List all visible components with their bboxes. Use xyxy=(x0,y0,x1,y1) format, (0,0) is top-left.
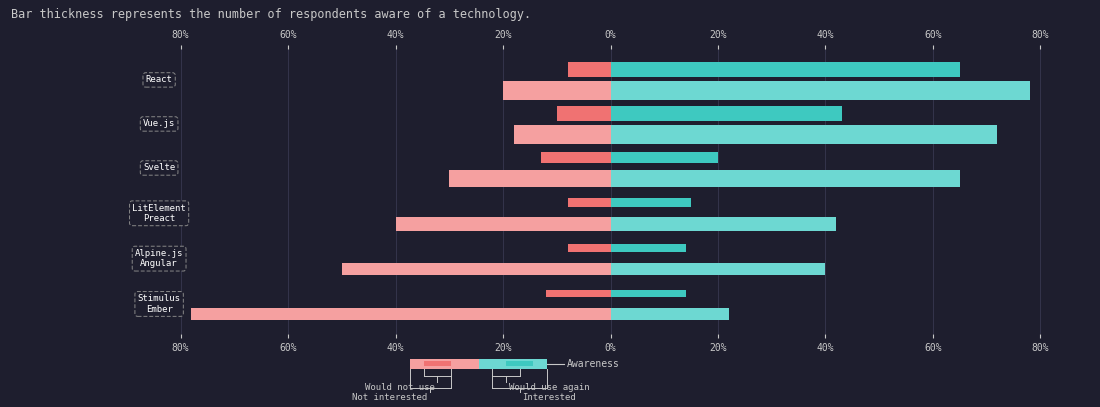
Bar xyxy=(506,361,534,366)
Bar xyxy=(568,199,611,208)
Text: Stimulus
Ember: Stimulus Ember xyxy=(138,294,180,314)
Bar xyxy=(610,62,960,77)
Bar xyxy=(557,107,611,121)
Text: Bar thickness represents the number of respondents aware of a technology.: Bar thickness represents the number of r… xyxy=(11,8,531,21)
Text: Not interested: Not interested xyxy=(352,394,428,403)
Bar xyxy=(396,217,610,231)
Bar xyxy=(342,263,610,276)
Bar xyxy=(610,81,1030,100)
Text: Alpine.js
Angular: Alpine.js Angular xyxy=(135,249,184,268)
Bar xyxy=(409,359,478,369)
Bar xyxy=(610,217,836,231)
Text: Svelte: Svelte xyxy=(143,164,175,173)
Bar xyxy=(610,263,825,276)
Bar xyxy=(540,152,611,164)
Text: Would use again: Would use again xyxy=(508,383,590,392)
Bar xyxy=(568,62,611,77)
Bar xyxy=(610,170,960,187)
Bar xyxy=(568,244,611,252)
Bar xyxy=(478,359,548,369)
Bar xyxy=(610,290,685,297)
Text: LitElement
Preact: LitElement Preact xyxy=(132,204,186,223)
Bar xyxy=(449,170,610,187)
Bar xyxy=(514,125,611,144)
Bar xyxy=(610,152,718,164)
Bar xyxy=(503,81,611,100)
Bar xyxy=(610,309,728,320)
Bar xyxy=(610,244,685,252)
Text: Would not use: Would not use xyxy=(364,383,434,392)
Text: React: React xyxy=(145,75,173,84)
Bar xyxy=(546,290,611,297)
Text: Interested: Interested xyxy=(522,394,576,403)
Bar xyxy=(191,309,610,320)
Bar xyxy=(610,125,998,144)
Bar xyxy=(424,361,451,366)
Bar xyxy=(610,107,842,121)
Bar xyxy=(610,199,691,208)
Text: Awareness: Awareness xyxy=(566,359,619,369)
Text: Vue.js: Vue.js xyxy=(143,119,175,129)
